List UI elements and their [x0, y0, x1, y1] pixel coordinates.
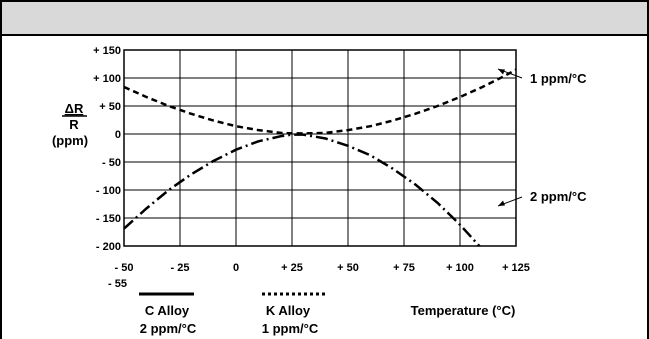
annotation-c-alloy: 2 ppm/°C — [530, 189, 587, 204]
x-extra-tick-label: - 55 — [108, 278, 127, 290]
y-tick-label: + 150 — [93, 45, 121, 57]
y-tick-label: - 150 — [96, 213, 121, 225]
y-tick-label: + 100 — [93, 73, 121, 85]
x-tick-label: + 25 — [281, 262, 303, 274]
annotation-arrowhead-c — [498, 200, 505, 206]
chart-series — [124, 68, 516, 246]
y-tick-label: - 100 — [96, 185, 121, 197]
x-tick-label: + 125 — [502, 262, 530, 274]
curve-annotations: 1 ppm/°C 2 ppm/°C — [497, 68, 587, 207]
x-tick-label: - 25 — [171, 262, 190, 274]
legend-sublabel-k-alloy: 1 ppm/°C — [262, 321, 319, 336]
x-tick-label: - 50 — [115, 262, 134, 274]
chart-ticks: + 150 + 100 + 50 0 - 50 - 100 - 150 - 200 - 50 - … — [93, 45, 530, 274]
series-line-k-alloy — [124, 68, 516, 135]
x-tick-label: + 50 — [337, 262, 359, 274]
x-tick-label: 0 — [233, 262, 239, 274]
chart-legend: C Alloy 2 ppm/°C K Alloy 1 ppm/°C — [139, 292, 325, 336]
chart: + 150 + 100 + 50 0 - 50 - 100 - 150 - 200 - 50 - … — [52, 45, 587, 336]
y-axis-title: ΔR R (ppm) — [52, 101, 88, 148]
plot-border — [123, 49, 517, 247]
legend-sublabel-c-alloy: 2 ppm/°C — [140, 321, 197, 336]
annotation-arrowhead-k — [498, 69, 505, 75]
y-axis-label-numerator: ΔR — [65, 101, 84, 116]
legend-label-c-alloy: C Alloy — [145, 303, 190, 318]
y-tick-label: - 50 — [102, 157, 121, 169]
y-tick-label: 0 — [115, 129, 121, 141]
header-band — [2, 2, 647, 36]
x-tick-label: + 75 — [393, 262, 415, 274]
x-tick-label: + 100 — [446, 262, 474, 274]
series-line-c-alloy — [124, 133, 482, 246]
chart-grid — [123, 49, 517, 247]
y-axis-label-denominator: R — [69, 117, 79, 132]
x-axis-title: Temperature (°C) — [411, 303, 516, 318]
y-axis-label-unit: (ppm) — [52, 133, 88, 148]
y-tick-label: - 200 — [96, 241, 121, 253]
chart-axes — [123, 49, 517, 247]
annotation-k-alloy: 1 ppm/°C — [530, 71, 587, 86]
y-tick-label: + 50 — [99, 101, 121, 113]
legend-label-k-alloy: K Alloy — [266, 303, 311, 318]
